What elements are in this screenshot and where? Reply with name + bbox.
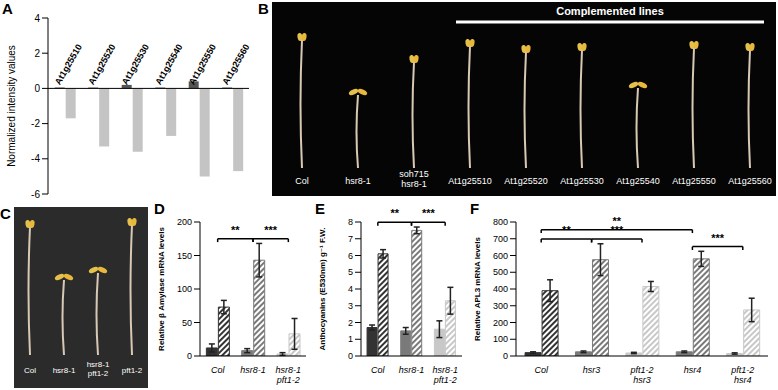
svg-text:100: 100 <box>493 334 508 344</box>
svg-text:hsr8-1: hsr8-1 <box>345 176 371 186</box>
svg-text:-4: -4 <box>31 153 40 164</box>
svg-text:hsr8-1: hsr8-1 <box>240 365 266 375</box>
svg-text:**: ** <box>390 207 399 219</box>
svg-text:150: 150 <box>177 251 192 261</box>
svg-text:Col: Col <box>371 365 386 375</box>
svg-text:hsr8-1: hsr8-1 <box>53 366 76 375</box>
svg-text:600: 600 <box>493 251 508 261</box>
svg-text:***: *** <box>422 207 436 219</box>
svg-text:pft1-2: pft1-2 <box>122 366 143 375</box>
svg-text:hsr3: hsr3 <box>583 365 601 375</box>
svg-text:2: 2 <box>34 48 40 59</box>
svg-text:At1g25530: At1g25530 <box>560 176 604 186</box>
svg-text:At1g25530: At1g25530 <box>120 42 151 86</box>
svg-text:At1g25510: At1g25510 <box>448 176 492 186</box>
svg-text:50: 50 <box>182 318 192 328</box>
html-text:A: A <box>2 0 13 17</box>
svg-text:hsr8-1pft1-2: hsr8-1pft1-2 <box>432 365 458 385</box>
svg-text:At1g25560: At1g25560 <box>220 42 251 86</box>
svg-text:400: 400 <box>493 284 508 294</box>
svg-text:At1g25550: At1g25550 <box>187 42 218 86</box>
svg-text:3: 3 <box>348 301 353 311</box>
svg-text:5: 5 <box>348 267 353 277</box>
svg-text:hsr8-1pft1-2: hsr8-1pft1-2 <box>276 365 302 385</box>
svg-text:At1g25560: At1g25560 <box>728 176 772 186</box>
svg-text:Relative APL3 mRNA levels: Relative APL3 mRNA levels <box>473 237 482 341</box>
svg-text:300: 300 <box>493 301 508 311</box>
svg-text:-2: -2 <box>31 118 40 129</box>
svg-text:800: 800 <box>493 217 508 227</box>
svg-text:8: 8 <box>348 217 353 227</box>
svg-text:At1g25540: At1g25540 <box>616 176 660 186</box>
svg-text:Col: Col <box>211 365 226 375</box>
html-text:D: D <box>154 200 165 217</box>
svg-text:At1g25550: At1g25550 <box>672 176 716 186</box>
svg-text:2: 2 <box>348 318 353 328</box>
svg-text:**: ** <box>613 215 622 227</box>
svg-text:100: 100 <box>177 284 192 294</box>
svg-text:hsr4: hsr4 <box>684 365 702 375</box>
svg-text:***: *** <box>711 232 725 244</box>
svg-text:hsr8-1pft1-2: hsr8-1pft1-2 <box>87 360 110 378</box>
svg-text:At1g25510: At1g25510 <box>53 42 84 86</box>
svg-text:At1g25540: At1g25540 <box>153 42 184 86</box>
svg-text:Relative β Amylase mRNA levels: Relative β Amylase mRNA levels <box>157 227 166 351</box>
svg-text:Anthocyanins (E530nm) g⁻¹ F.W.: Anthocyanins (E530nm) g⁻¹ F.W. <box>318 228 327 351</box>
svg-text:Complemented lines: Complemented lines <box>556 5 664 17</box>
svg-text:0: 0 <box>503 351 508 361</box>
svg-text:-6: -6 <box>31 189 40 200</box>
svg-text:0: 0 <box>34 83 40 94</box>
svg-text:At1g25520: At1g25520 <box>504 176 548 186</box>
html-text:B: B <box>258 0 269 17</box>
svg-text:4: 4 <box>348 284 353 294</box>
svg-text:soh715hsr8-1: soh715hsr8-1 <box>399 169 429 189</box>
svg-text:4: 4 <box>34 13 40 24</box>
svg-text:pft1-2hsr3: pft1-2hsr3 <box>629 365 653 385</box>
svg-text:500: 500 <box>493 267 508 277</box>
svg-text:0: 0 <box>187 351 192 361</box>
svg-text:1: 1 <box>348 334 353 344</box>
html-text:F: F <box>470 200 480 217</box>
svg-text:hsr8-1: hsr8-1 <box>399 365 425 375</box>
svg-text:At1g25520: At1g25520 <box>86 42 117 86</box>
svg-text:pft1-2hsr4: pft1-2hsr4 <box>730 365 754 385</box>
svg-text:200: 200 <box>493 318 508 328</box>
svg-text:0: 0 <box>348 351 353 361</box>
html-text:E: E <box>315 200 325 217</box>
svg-text:7: 7 <box>348 234 353 244</box>
svg-text:**: ** <box>562 224 571 236</box>
html-text:C: C <box>0 205 11 222</box>
svg-text:Col: Col <box>24 366 36 375</box>
svg-text:***: *** <box>264 224 278 236</box>
svg-text:Normalized intensity values: Normalized intensity values <box>6 45 17 167</box>
svg-text:Col: Col <box>534 365 549 375</box>
svg-text:700: 700 <box>493 234 508 244</box>
svg-text:6: 6 <box>348 251 353 261</box>
svg-text:200: 200 <box>177 217 192 227</box>
svg-text:Col: Col <box>295 176 309 186</box>
svg-text:**: ** <box>231 224 240 236</box>
